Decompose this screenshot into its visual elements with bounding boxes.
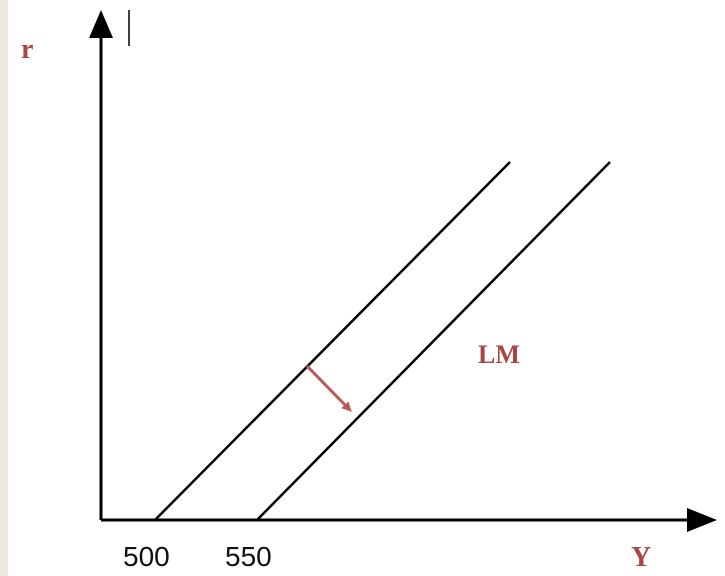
left-border-strip xyxy=(0,0,8,576)
y-axis-label: r xyxy=(21,34,34,65)
x-axis-label: Y xyxy=(631,542,652,573)
lm-curve-original xyxy=(154,161,511,521)
y-axis-arrowhead xyxy=(89,10,113,38)
x-tick-500: 500 xyxy=(123,541,170,572)
x-axis-arrowhead xyxy=(687,508,717,532)
x-tick-550: 550 xyxy=(225,541,272,572)
lm-curve-shifted xyxy=(256,161,611,521)
shift-arrow xyxy=(305,364,352,412)
lm-curve-label: LM xyxy=(478,340,520,369)
